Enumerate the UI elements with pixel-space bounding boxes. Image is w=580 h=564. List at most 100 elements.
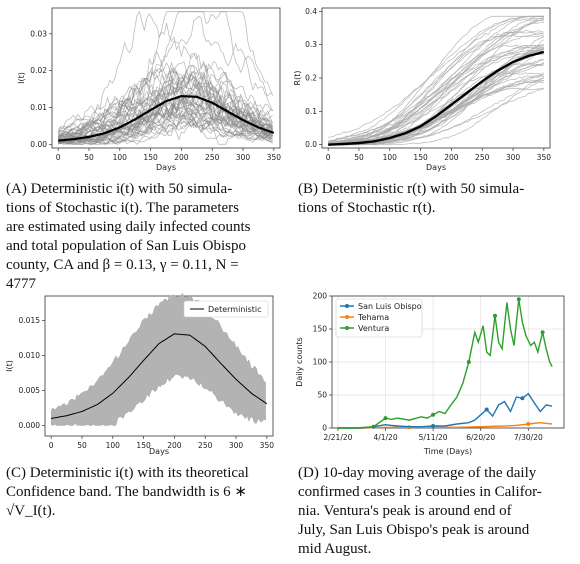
stochastic-path-b — [328, 46, 544, 146]
x-tick-label-b: 150 — [413, 153, 428, 162]
x-label-c: Days — [149, 447, 169, 456]
x-tick-label-c: 200 — [167, 441, 182, 450]
caption-d-line-4: July, San Luis Obispo's peak is around — [298, 522, 530, 538]
caption-d-line-2: confirmed cases in 3 counties in Califor… — [298, 484, 542, 500]
y-ticks-a: 0.00 0.01 0.02 0.03 — [30, 29, 52, 149]
y-tick-label-b: 0.3 — [305, 40, 317, 49]
y-tick-label-d: 150 — [313, 325, 328, 334]
y-tick-label-a: 0.03 — [30, 29, 47, 38]
caption-c-line-3: √V_I(t). — [6, 503, 56, 519]
series-marker-2 — [516, 297, 521, 302]
stochastic-series-b — [328, 15, 545, 146]
caption-a-line-1: Deterministic i(t) with 50 simula- — [30, 181, 233, 197]
y-tick-label-d: 0 — [322, 424, 327, 433]
x-tick-label-b: 100 — [383, 153, 398, 162]
stochastic-path-b — [328, 62, 544, 146]
x-tick-label-c: 100 — [106, 441, 121, 450]
caption-d-line-3: nia. Ventura's peak is around end of — [298, 503, 512, 519]
plot-area-c — [44, 295, 274, 437]
x-tick-label-d: 2/21/20 — [323, 433, 352, 442]
deterministic-line-c — [51, 333, 268, 419]
caption-a: (A) Deterministic i(t) with 50 simula- t… — [6, 180, 290, 294]
x-tick-label-a: 50 — [84, 153, 94, 162]
stochastic-path-a — [58, 101, 273, 145]
caption-a-line-4: and total population of San Luis Obispo — [6, 238, 246, 254]
x-tick-label-d: 4/1/20 — [373, 433, 397, 442]
series-marker-2 — [466, 360, 471, 364]
y-tick-label-d: 50 — [317, 391, 327, 400]
caption-d-line-5: mid August. — [298, 541, 372, 557]
x-label-d: Time (Days) — [423, 447, 472, 456]
y-label-a: I(t) — [17, 72, 26, 84]
caption-b: (B) Deterministic r(t) with 50 simula- t… — [298, 180, 574, 218]
y-ticks-d: 0 50 100 150 200 — [313, 292, 332, 433]
x-tick-label-b: 300 — [506, 153, 521, 162]
y-label-d: Daily counts — [295, 337, 304, 387]
y-ticks-c: 0.000 0.005 0.010 0.015 — [19, 316, 45, 430]
stochastic-path-a — [58, 110, 273, 145]
x-tick-label-c: 0 — [49, 441, 54, 450]
x-tick-label-b: 200 — [444, 153, 459, 162]
legend-d-slo: San Luis Obispo — [358, 302, 422, 311]
x-tick-label-c: 150 — [136, 441, 151, 450]
legend-d-marker-slo — [345, 304, 349, 308]
caption-b-line-1: Deterministic r(t) with 50 simula- — [321, 181, 525, 197]
stochastic-path-b — [328, 53, 544, 145]
y-tick-label-d: 100 — [313, 358, 328, 367]
x-ticks-b: 0 50 100 150 200 250 300 350 — [326, 148, 551, 162]
deterministic-line-b — [328, 50, 545, 146]
caption-d-line-1: 10-day moving average of the daily — [322, 465, 537, 481]
x-label-b: Days — [426, 163, 446, 172]
y-tick-label-c: 0.005 — [19, 386, 41, 395]
stochastic-path-a — [57, 99, 273, 138]
x-tick-label-c: 350 — [260, 441, 275, 450]
x-tick-label-c: 50 — [77, 441, 87, 450]
caption-a-line: (A) Deterministic i(t) with 50 simula- — [6, 180, 290, 199]
y-tick-label-b: 0.4 — [305, 7, 317, 16]
series-marker-2 — [431, 412, 436, 417]
series-marker-2 — [383, 416, 388, 421]
x-tick-label-d: 5/11/20 — [419, 433, 448, 442]
legend-c-deterministic: Deterministic — [208, 305, 262, 314]
x-ticks-c: 0 50 100 150 200 250 300 350 — [49, 436, 274, 450]
y-tick-label-b: 0.1 — [305, 107, 317, 116]
y-tick-label-a: 0.00 — [30, 140, 47, 149]
y-tick-label-b: 0.0 — [305, 140, 317, 149]
caption-c-line: (C) Deterministic i(t) with its theoreti… — [6, 464, 276, 483]
y-tick-label-d: 200 — [313, 292, 328, 301]
caption-a-line-3: are estimated using daily infected count… — [6, 219, 251, 235]
caption-d: (D) 10-day moving average of the daily c… — [298, 464, 574, 559]
series-marker-0 — [520, 396, 525, 401]
series-marker-2 — [540, 330, 545, 335]
chart-d: 2/21/20 4/1/20 5/11/20 6/20/20 7/30/20 0 50 10… — [295, 292, 565, 456]
y-tick-label-b: 0.2 — [305, 74, 317, 83]
x-tick-label-d: 6/20/20 — [466, 433, 495, 442]
legend-d-tehama: Tehama — [357, 313, 389, 322]
chart-b: 0 50 100 150 200 250 300 350 0.0 0.1 0.2 0.3 0.4 Da… — [293, 7, 551, 172]
x-tick-label-a: 350 — [267, 153, 282, 162]
confidence-band — [51, 293, 266, 426]
y-tick-label-c: 0.000 — [19, 421, 41, 430]
plot-area-a — [51, 7, 281, 149]
x-tick-label-a: 300 — [236, 153, 251, 162]
y-tick-label-a: 0.01 — [30, 103, 47, 112]
series-marker-0 — [431, 424, 436, 428]
caption-c-line-2: Confidence band. The bandwidth is 6 ∗ — [6, 484, 247, 500]
y-tick-label-c: 0.015 — [19, 316, 41, 325]
stochastic-path-b — [328, 32, 545, 143]
y-label-c: I(t) — [5, 360, 14, 372]
x-tick-label-c: 300 — [229, 441, 244, 450]
caption-a-tag: (A) — [6, 181, 27, 197]
x-tick-label-c: 250 — [198, 441, 213, 450]
series-line-0 — [337, 392, 553, 429]
series-line-2 — [337, 299, 553, 429]
caption-a-line-2: tions of Stochastic i(t). The parameters — [6, 200, 239, 216]
x-tick-label-a: 100 — [113, 153, 128, 162]
legend-d-marker-tehama — [345, 315, 349, 319]
caption-c-tag: (C) — [6, 465, 26, 481]
x-ticks-a: 0 50 100 150 200 250 300 350 — [56, 148, 281, 162]
caption-c: (C) Deterministic i(t) with its theoreti… — [6, 464, 276, 521]
x-tick-label-d: 7/30/20 — [514, 433, 543, 442]
legend-c: Deterministic — [183, 300, 269, 318]
stochastic-path-b — [328, 18, 544, 146]
